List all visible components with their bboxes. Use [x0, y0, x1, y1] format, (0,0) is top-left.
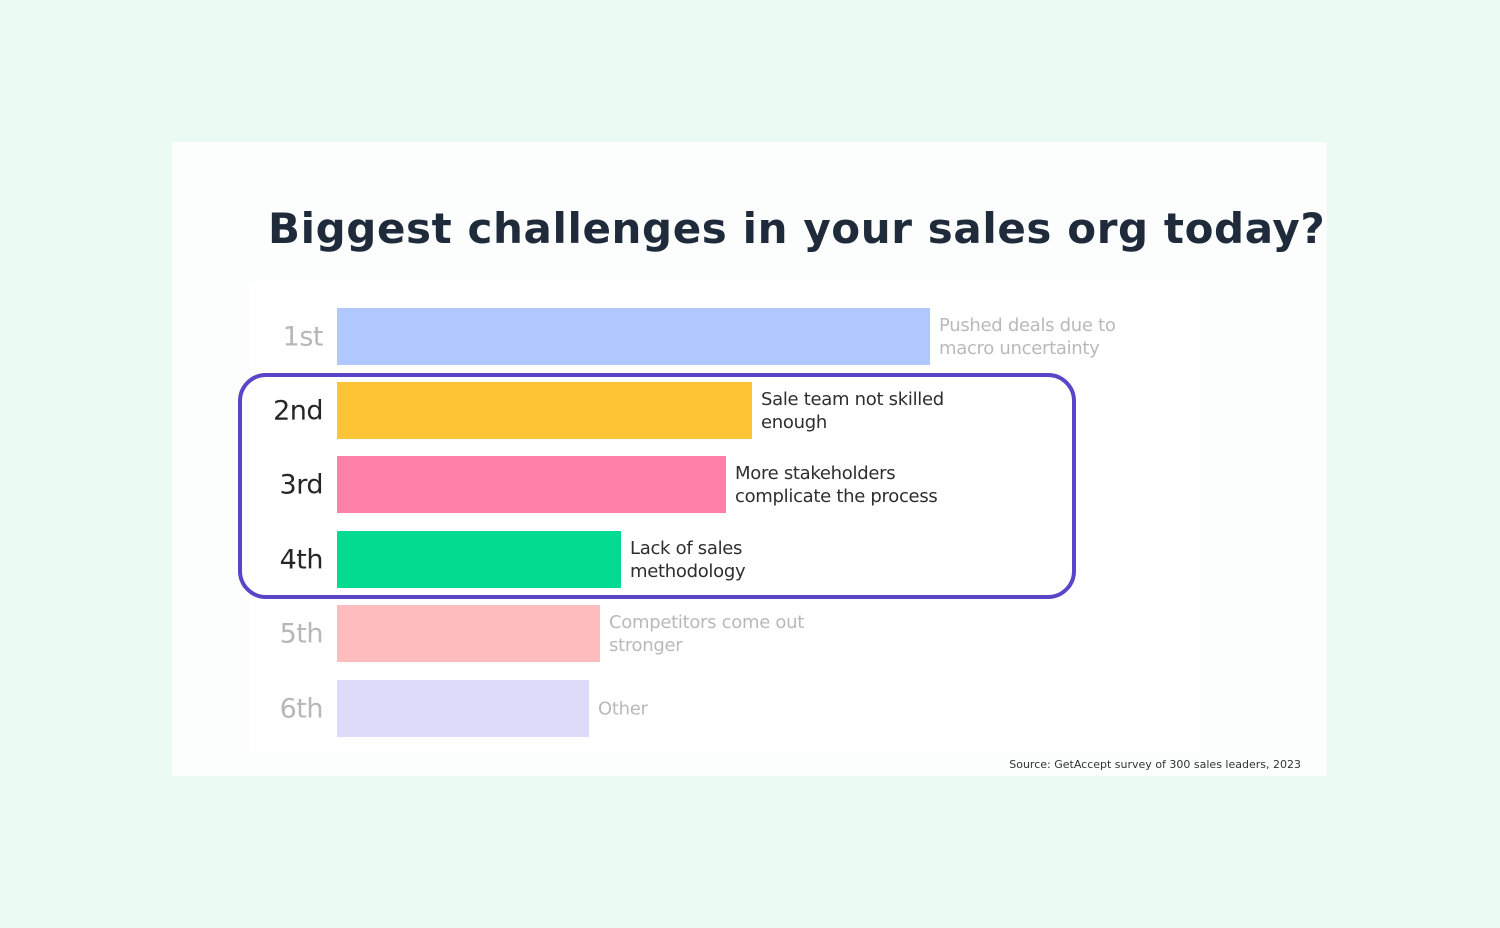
- bar-row-5: 5th Competitors come out stronger: [172, 605, 1327, 662]
- bar-row-3: 3rd More stakeholders complicate the pro…: [172, 456, 1327, 513]
- bar-row-6: 6th Other: [172, 680, 1327, 737]
- bar-description: Lack of sales methodology: [630, 537, 746, 582]
- bar-row-2: 2nd Sale team not skilled enough: [172, 382, 1327, 439]
- rank-label: 4th: [279, 544, 324, 575]
- chart-card: Biggest challenges in your sales org tod…: [172, 142, 1327, 776]
- rank-label: 3rd: [279, 469, 324, 500]
- bar: [337, 680, 589, 737]
- rank-label: 6th: [279, 693, 324, 724]
- source-note: Source: GetAccept survey of 300 sales le…: [1009, 758, 1301, 771]
- bar: [337, 531, 621, 588]
- bar: [337, 456, 726, 513]
- rank-label: 2nd: [273, 395, 323, 426]
- bar-description: Pushed deals due to macro uncertainty: [939, 314, 1116, 359]
- bar: [337, 382, 752, 439]
- bar-description: More stakeholders complicate the process: [735, 462, 938, 507]
- chart-title: Biggest challenges in your sales org tod…: [268, 204, 1326, 253]
- bar-description: Other: [598, 698, 648, 719]
- bar-row-4: 4th Lack of sales methodology: [172, 531, 1327, 588]
- bar-description: Competitors come out stronger: [609, 611, 804, 656]
- rank-label: 5th: [279, 618, 324, 649]
- bar: [337, 308, 930, 365]
- rank-label: 1st: [282, 321, 324, 352]
- bar-description: Sale team not skilled enough: [761, 388, 944, 433]
- bar-row-1: 1st Pushed deals due to macro uncertaint…: [172, 308, 1327, 365]
- bar: [337, 605, 600, 662]
